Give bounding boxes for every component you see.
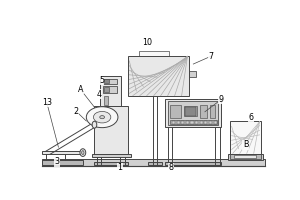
Bar	[94, 162, 128, 165]
Bar	[185, 107, 196, 116]
Text: 7: 7	[208, 52, 213, 61]
Bar	[42, 159, 265, 166]
Circle shape	[93, 111, 111, 123]
Bar	[168, 101, 218, 125]
Text: 2: 2	[73, 107, 78, 116]
Bar	[139, 51, 169, 56]
Bar	[189, 71, 196, 77]
Text: 3: 3	[55, 157, 60, 166]
Text: B: B	[243, 140, 248, 149]
Text: 4: 4	[97, 90, 102, 99]
Bar	[103, 79, 117, 84]
Bar	[100, 76, 121, 106]
Bar	[186, 121, 189, 124]
Bar	[214, 121, 217, 124]
Text: 6: 6	[249, 113, 254, 122]
Bar	[103, 87, 109, 92]
Ellipse shape	[92, 121, 97, 128]
Bar	[103, 86, 117, 93]
Bar	[210, 105, 215, 118]
Bar	[170, 105, 181, 118]
Ellipse shape	[82, 151, 84, 155]
Bar	[165, 99, 221, 127]
Bar	[209, 121, 212, 124]
Bar	[42, 160, 83, 165]
Bar	[42, 151, 83, 154]
Bar	[234, 155, 256, 158]
Bar	[94, 106, 128, 154]
Bar	[230, 121, 261, 154]
Bar	[230, 154, 261, 159]
Bar	[200, 105, 207, 118]
Bar	[104, 79, 109, 83]
Bar	[181, 121, 184, 124]
Bar	[190, 121, 194, 124]
Text: 5: 5	[99, 76, 104, 85]
Bar	[200, 121, 203, 124]
Circle shape	[86, 107, 118, 128]
Bar	[148, 162, 162, 165]
Bar	[172, 121, 175, 124]
Bar	[204, 121, 208, 124]
Text: A: A	[78, 85, 83, 94]
Ellipse shape	[80, 149, 86, 156]
Text: 9: 9	[219, 95, 224, 104]
Text: 13: 13	[42, 98, 52, 107]
Bar	[165, 162, 221, 165]
Bar	[92, 154, 130, 157]
Bar	[104, 96, 108, 105]
Bar	[128, 56, 189, 96]
Text: 8: 8	[169, 163, 174, 172]
Bar	[184, 106, 197, 116]
Circle shape	[100, 116, 104, 119]
Bar	[195, 121, 198, 124]
Bar	[228, 154, 263, 160]
Bar	[170, 120, 217, 124]
Text: 10: 10	[142, 38, 152, 47]
Text: 1: 1	[118, 163, 122, 172]
Bar	[176, 121, 180, 124]
